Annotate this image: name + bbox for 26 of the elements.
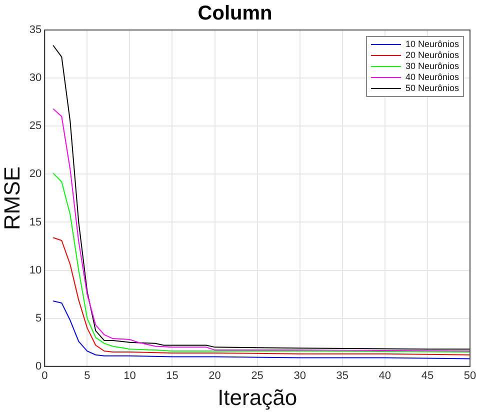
y-tick-label: 10 [29,264,42,276]
x-axis-title: Iteração [218,384,298,410]
legend-label: 20 Neurônios [405,50,459,61]
y-tick-label: 0 [36,360,42,372]
x-tick-label: 25 [251,370,264,382]
x-tick-label: 50 [464,370,476,382]
x-tick-label: 40 [378,370,392,382]
x-tick-label: 10 [124,370,136,382]
x-tick-label: 30 [294,370,306,382]
x-tick-label: 15 [166,370,178,382]
y-axis-title: RMSE [0,166,24,230]
y-tick-label: 20 [29,168,42,180]
x-tick-label: 35 [336,370,349,382]
legend-label: 50 Neurônios [405,83,459,94]
y-tick-label: 25 [29,120,42,132]
y-tick-label: 15 [29,216,42,228]
legend-label: 40 Neurônios [405,72,459,83]
x-tick-label: 5 [84,370,90,382]
y-tick-label: 30 [29,72,42,84]
legend-label: 10 Neurônios [405,39,459,50]
legend-label: 30 Neurônios [405,61,459,72]
y-tick-label: 35 [29,24,42,36]
x-tick-label: 45 [421,370,434,382]
chart-title: Column [198,2,272,25]
x-tick-label: 20 [208,370,221,382]
y-tick-label: 5 [36,312,42,324]
